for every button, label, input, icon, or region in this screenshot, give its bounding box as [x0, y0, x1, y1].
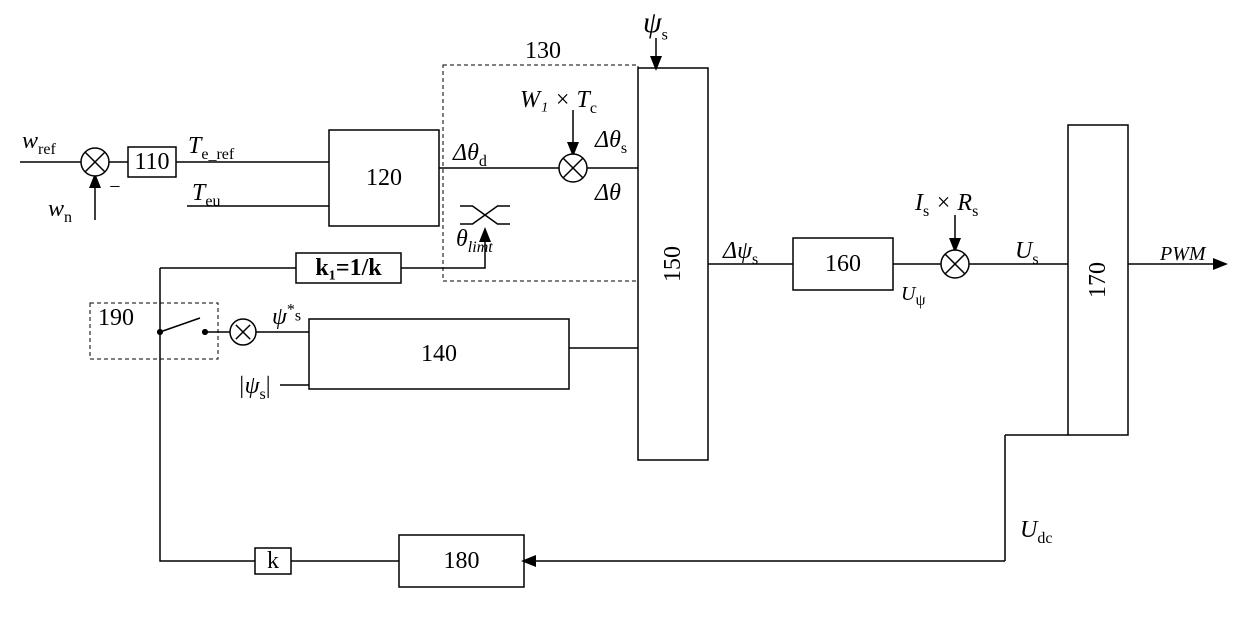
sum-s2 — [559, 154, 587, 182]
block-b170: 170 — [1068, 125, 1128, 435]
label-d_theta: Δθ — [594, 180, 621, 206]
label-IsRs: Is × Rs — [914, 190, 978, 220]
sum-s3 — [230, 319, 256, 345]
label-W1Tc: W₁ × Tc — [520, 87, 597, 117]
label-U_psi: Uψ — [901, 283, 925, 309]
block-label-b190: 190 — [98, 305, 134, 331]
block-b150: 150 — [638, 68, 708, 460]
block-b160: 160 — [793, 238, 893, 290]
limiter-icon — [460, 206, 510, 224]
label-minus: − — [108, 176, 122, 198]
block-label-bk1: k₁=1/k — [315, 255, 382, 281]
node-dot-0 — [157, 329, 163, 335]
wire-25 — [160, 332, 255, 561]
switch-190 — [157, 318, 208, 335]
label-U_dc: Udc — [1020, 517, 1052, 547]
label-w_ref: wref — [22, 128, 56, 158]
sum-s1 — [81, 148, 109, 176]
label-PWM: PWM — [1159, 243, 1207, 265]
block-b180: 180 — [399, 535, 524, 587]
block-label-b180: 180 — [444, 548, 480, 574]
label-w_n: wn — [48, 196, 72, 226]
sum-s4 — [941, 250, 969, 278]
block-label-b140: 140 — [421, 341, 457, 367]
label-psi_abs: |ψs| — [238, 373, 271, 403]
label-Teu: Teu — [192, 180, 220, 210]
block-label-b170: 170 — [1085, 262, 1111, 298]
label-d_theta_d: Δθd — [452, 140, 487, 170]
block-b110: 110 — [128, 147, 176, 177]
label-theta_limt: θlimt — [456, 226, 493, 256]
block-bk: k — [255, 548, 291, 574]
block-label-b160: 160 — [825, 251, 861, 277]
block-label-b120: 120 — [366, 165, 402, 191]
block-bk1: k₁=1/k — [296, 253, 401, 283]
label-d_psi_s: Δψs — [722, 238, 758, 268]
label-Te_ref: Te_ref — [188, 133, 235, 163]
label-psi_star: ψ*s — [272, 301, 301, 330]
block-label-bk: k — [267, 548, 279, 574]
block-b190: 190 — [90, 303, 218, 359]
label-d_theta_s: Δθs — [594, 127, 627, 157]
block-label-b130: 130 — [525, 38, 561, 64]
block-label-b150: 150 — [660, 246, 686, 282]
block-label-b110: 110 — [134, 149, 169, 175]
label-U_s: Us — [1015, 238, 1039, 268]
node-dot-1 — [202, 329, 208, 335]
label-psi_s_top: ψs — [643, 6, 668, 44]
block-b140: 140 — [309, 319, 569, 389]
block-b120: 120 — [329, 130, 439, 226]
